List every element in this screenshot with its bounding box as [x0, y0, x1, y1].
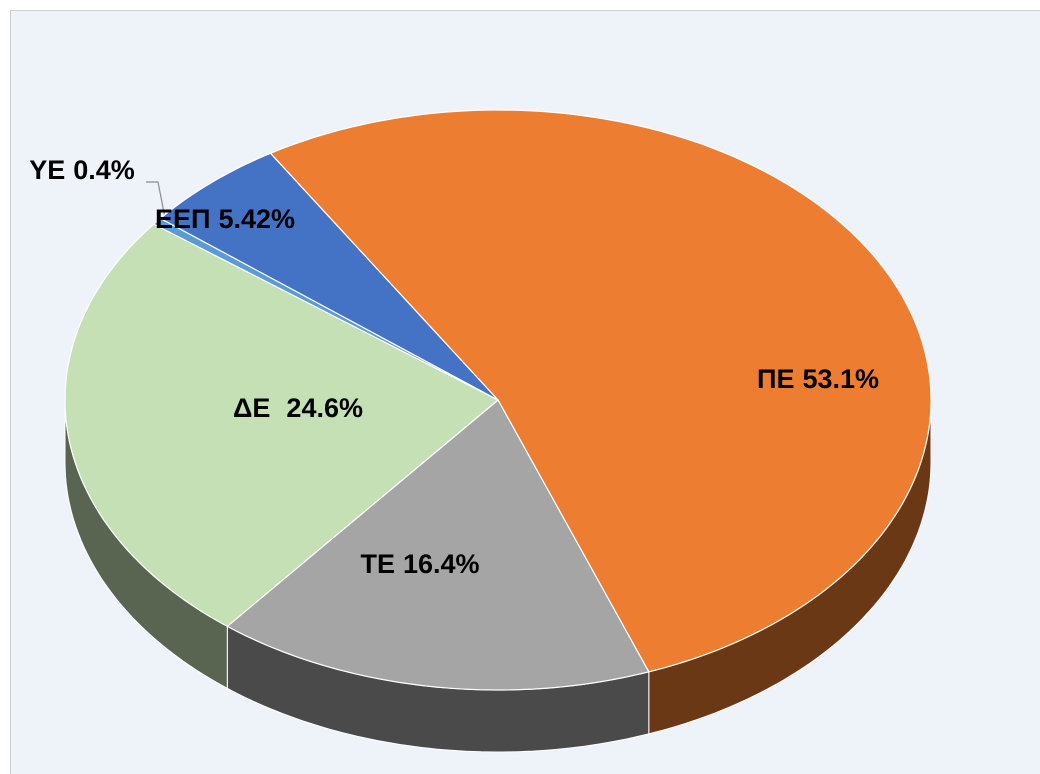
category-label: ΥΕ: [29, 155, 65, 185]
category-label: ΔΕ: [233, 393, 270, 423]
slice: [159, 152, 499, 401]
value-label: 53.1%: [802, 364, 879, 394]
slice: [269, 109, 932, 673]
slice: [226, 399, 650, 691]
data-label: ΔΕ 24.6%: [233, 393, 363, 423]
value-label: 0.4%: [73, 155, 135, 185]
data-label: ΤΕ 16.4%: [360, 549, 479, 579]
data-label: ΥΕ 0.4%: [29, 155, 135, 185]
slice: [64, 223, 500, 628]
category-label: ΠΕ: [757, 364, 795, 394]
value-label: 24.6%: [286, 393, 363, 423]
category-label: ΕΕΠ: [155, 204, 211, 234]
value-label: 5.42%: [218, 204, 295, 234]
value-label: 16.4%: [403, 549, 480, 579]
category-label: ΤΕ: [360, 549, 395, 579]
data-label: ΠΕ 53.1%: [757, 364, 879, 394]
data-label: ΕΕΠ 5.42%: [155, 204, 295, 234]
